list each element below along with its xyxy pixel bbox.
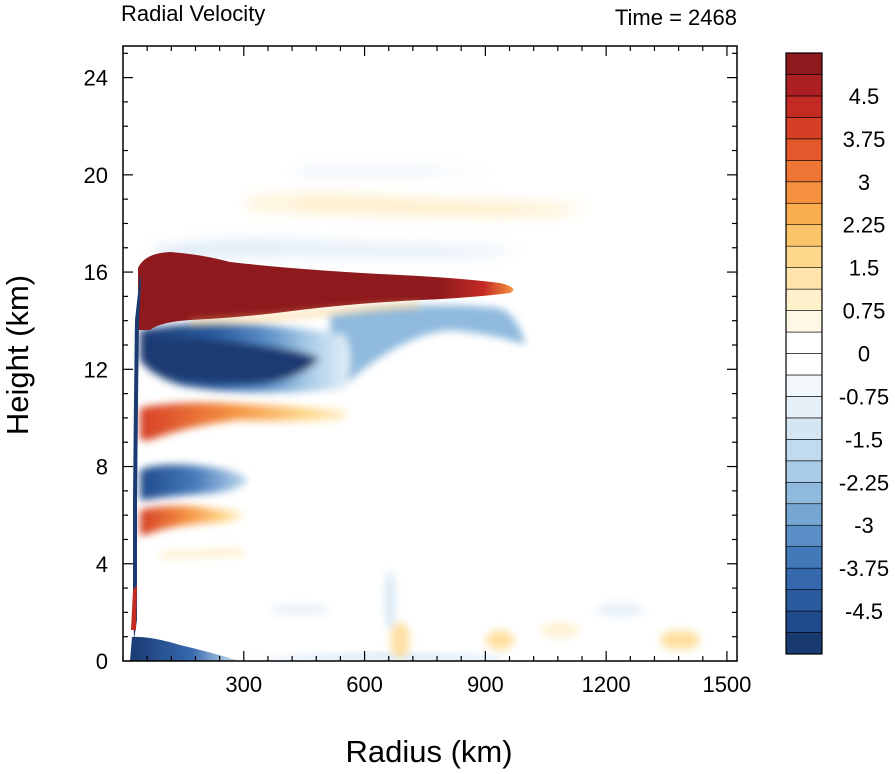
colorbar-bin (785, 439, 823, 462)
colorbar-bin (785, 632, 823, 655)
colorbar-tick-label: 3 (858, 170, 870, 195)
y-tick-label: 0 (96, 649, 108, 674)
top-faint-inflow (150, 242, 520, 257)
colorbar-bin (785, 95, 823, 118)
colorbar-bin (785, 202, 823, 226)
colorbar-tick-label: 0.75 (843, 299, 886, 324)
lower-outflow-band (140, 505, 245, 535)
y-axis-title: Height (km) (0, 275, 35, 435)
colorbar-bin (785, 310, 823, 333)
colorbar-tick-label: 4.5 (849, 84, 880, 109)
tick-labels: 300 600 900 1200 1500 0 4 8 12 16 20 24 (84, 66, 752, 697)
y-tick-label: 16 (84, 260, 108, 285)
x-tick-label: 600 (346, 672, 383, 697)
colorbar-bin (785, 503, 823, 526)
colorbar-bin (785, 331, 823, 354)
colorbar-labels: 4.5 3.75 3 2.25 1.5 0.75 0 -0.75 -1.5 -2.25 -3 -3.7… (839, 84, 889, 624)
colorbar-bin (785, 245, 823, 268)
colorbar-bin (785, 546, 823, 569)
colorbar-bin (785, 353, 823, 376)
colorbar-tick-label: 1.5 (849, 256, 880, 281)
colorbar-bin (785, 589, 823, 612)
colorbar-bin (785, 224, 823, 247)
upper-outflow (138, 252, 514, 330)
title-right: Time = 2468 (615, 5, 737, 30)
colorbar-tick-label: 0 (858, 342, 870, 367)
title-left: Radial Velocity (121, 1, 265, 26)
colorbar (785, 52, 823, 655)
x-tick-label: 300 (225, 672, 262, 697)
colorbar-bin (785, 524, 823, 547)
upper-outflow-edge (190, 302, 420, 326)
colorbar-bin (785, 374, 823, 397)
y-tick-label: 20 (84, 163, 108, 188)
colorbar-bin (785, 460, 823, 483)
colorbar-frame (785, 52, 823, 655)
x-tick-label: 900 (467, 672, 504, 697)
mid-level-outflow-band (140, 402, 347, 440)
x-axis-title: Radius (km) (345, 734, 512, 769)
low-feature-1 (390, 622, 410, 658)
colorbar-bin (785, 117, 823, 140)
colorbar-bin (785, 74, 823, 97)
colorbar-bin (785, 160, 823, 183)
upper-return-inflow-core (140, 338, 320, 385)
low-feature-4 (660, 630, 700, 650)
colorbar-bin (785, 481, 823, 505)
y-tick-label: 8 (96, 455, 108, 480)
colorbar-tick-label: 3.75 (843, 127, 886, 152)
colorbar-tick-label: -3.75 (839, 556, 889, 581)
colorbar-tick-label: 2.25 (843, 213, 886, 238)
boundary-layer-inflow-fade (240, 652, 500, 661)
colorbar-tick-label: -0.75 (839, 384, 889, 409)
colorbar-tick-label: -2.25 (839, 470, 889, 495)
low-feature-2 (486, 630, 514, 650)
y-tick-label: 4 (96, 552, 108, 577)
colorbar-bin (785, 267, 823, 290)
low-feature-7 (270, 604, 330, 616)
top-faint-inflow-2 (290, 168, 500, 175)
low-feature-3 (540, 622, 580, 638)
y-tick-label: 24 (84, 66, 108, 91)
y-tick-label: 12 (84, 357, 108, 382)
colorbar-bin (785, 417, 823, 440)
colorbar-bin (785, 396, 823, 419)
colorbar-bin (785, 288, 823, 311)
core-inflow-column (133, 275, 141, 640)
upper-return-inflow-tail (330, 305, 525, 385)
colorbar-tick-label: -4.5 (845, 599, 883, 624)
colorbar-bin (785, 52, 823, 75)
upper-faint-outflow-core (300, 200, 560, 213)
x-tick-label: 1500 (702, 672, 751, 697)
colorbar-tick-label: -3 (854, 513, 874, 538)
axis-ticks (122, 46, 737, 662)
faint-low-band (160, 548, 245, 558)
plot-frame (122, 45, 738, 662)
colorbar-bin (785, 567, 823, 590)
colorbar-bin (785, 610, 823, 633)
colorbar-tick-label: -1.5 (845, 427, 883, 452)
x-tick-label: 1200 (582, 672, 631, 697)
boundary-layer-inflow (130, 636, 240, 661)
plot-area (123, 46, 737, 661)
lower-core-outflow (131, 585, 137, 630)
mid-level-inflow-band (140, 464, 248, 500)
colorbar-bin (785, 138, 823, 161)
low-feature-5 (384, 570, 396, 630)
colorbar-bin (785, 181, 823, 204)
low-feature-6 (595, 602, 645, 618)
